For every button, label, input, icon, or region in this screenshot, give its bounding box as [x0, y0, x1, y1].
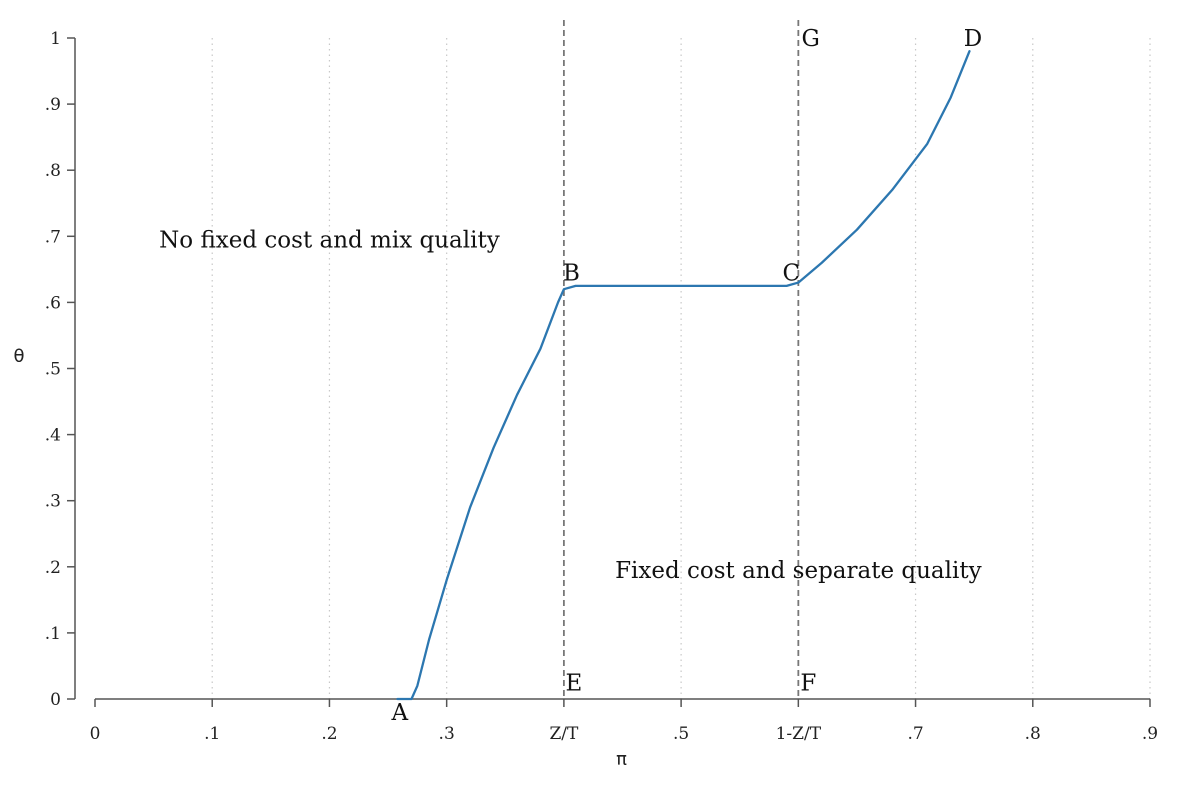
series-line-0	[396, 50, 971, 701]
axes: 0 .1 .2 .3 Z/T .5 1-Z/T .7 .8 .9 0 .1 .2 .3 .4 .5 .6 .7 .8…	[45, 29, 1158, 744]
point-label-G: G	[801, 26, 819, 52]
x-tick-label-9: .9	[1142, 724, 1158, 744]
x-tick-label-8: .8	[1025, 724, 1041, 744]
y-tick-label-8: .8	[45, 161, 61, 181]
grid-lines	[211, 38, 1151, 699]
y-axis-title: θ	[13, 346, 24, 367]
y-tick-label-4: .4	[45, 426, 61, 446]
point-label-F: F	[800, 670, 816, 696]
point-label-E: E	[565, 670, 582, 696]
x-tick-label-4: Z/T	[549, 724, 579, 744]
y-tick-label-5: .5	[45, 360, 61, 380]
x-tick-label-7: .7	[907, 724, 923, 744]
point-label-C: C	[782, 261, 800, 287]
x-tick-label-0: 0	[90, 724, 101, 744]
y-tick-label-6: .6	[45, 293, 61, 313]
y-tick-label-10: 1	[50, 29, 61, 49]
region-annotation-0: No fixed cost and mix quality	[159, 228, 500, 254]
x-axis-title: π	[616, 749, 627, 770]
y-tick-label-3: .3	[45, 492, 61, 512]
region-annotation-1: Fixed cost and separate quality	[615, 558, 982, 584]
y-tick-label-1: .1	[45, 624, 61, 644]
point-label-B: B	[563, 261, 580, 287]
x-tick-label-5: .5	[673, 724, 689, 744]
x-tick-label-3: .3	[439, 724, 455, 744]
annotations: No fixed cost and mix quality Fixed cost …	[159, 228, 982, 584]
series-layer	[396, 50, 971, 701]
x-tick-label-1: .1	[204, 724, 220, 744]
y-tick-label-2: .2	[45, 558, 61, 578]
y-tick-label-7: .7	[45, 227, 61, 247]
x-tick-label-2: .2	[321, 724, 337, 744]
reference-lines	[562, 20, 800, 699]
y-tick-label-9: .9	[45, 95, 61, 115]
y-tick-label-0: 0	[50, 690, 61, 710]
point-label-A: A	[390, 700, 408, 726]
point-labels: A B C D E F G	[390, 26, 982, 726]
x-tick-label-6: 1-Z/T	[776, 724, 822, 744]
point-label-D: D	[964, 26, 982, 52]
